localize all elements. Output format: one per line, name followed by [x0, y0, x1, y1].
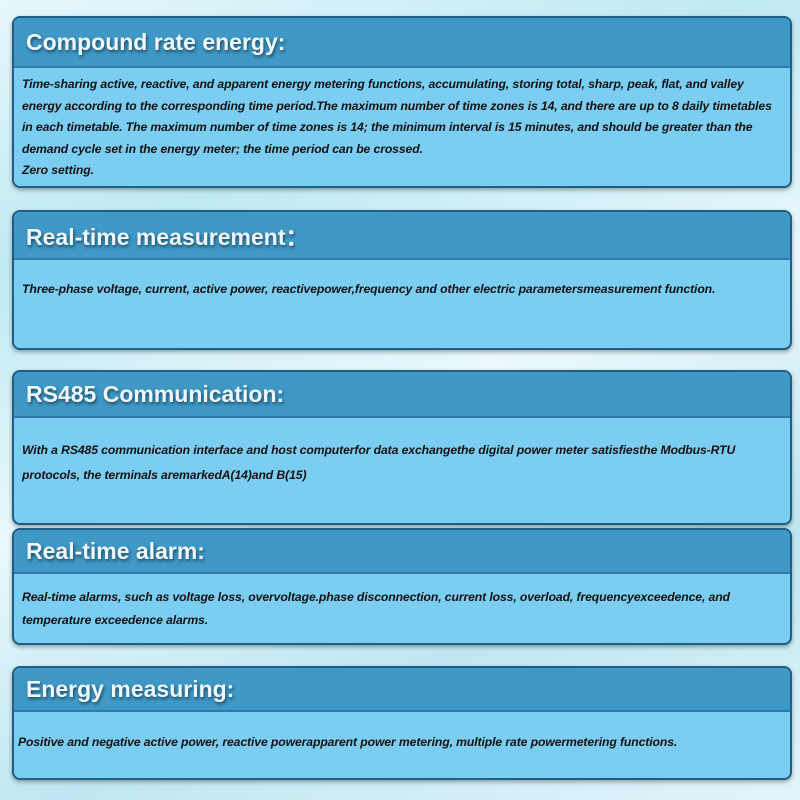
section-real-time-measurement: Real-time measurement： Three-phase volta… — [12, 210, 792, 350]
section-title: Compound rate energy: — [14, 18, 790, 68]
section-real-time-alarm: Real-time alarm: Real-time alarms, such … — [12, 528, 792, 645]
section-text: With a RS485 communication interface and… — [22, 443, 736, 482]
section-compound-rate-energy: Compound rate energy: Time-sharing activ… — [12, 16, 792, 188]
section-rs485-communication: RS485 Communication: With a RS485 commun… — [12, 370, 792, 525]
section-text: Zero setting. — [22, 163, 94, 177]
section-energy-measuring: Energy measuring: Positive and negative … — [12, 666, 792, 780]
section-text: Three-phase voltage, current, active pow… — [22, 282, 716, 296]
section-title: RS485 Communication: — [14, 372, 790, 418]
section-text: Real-time alarms, such as voltage loss, … — [22, 590, 730, 627]
section-title: Real-time measurement： — [14, 212, 790, 260]
section-text: Positive and negative active power, reac… — [18, 735, 678, 749]
section-text: Time-sharing active, reactive, and appar… — [22, 77, 772, 156]
section-title: Real-time alarm: — [14, 530, 790, 574]
section-title: Energy measuring: — [14, 668, 790, 712]
